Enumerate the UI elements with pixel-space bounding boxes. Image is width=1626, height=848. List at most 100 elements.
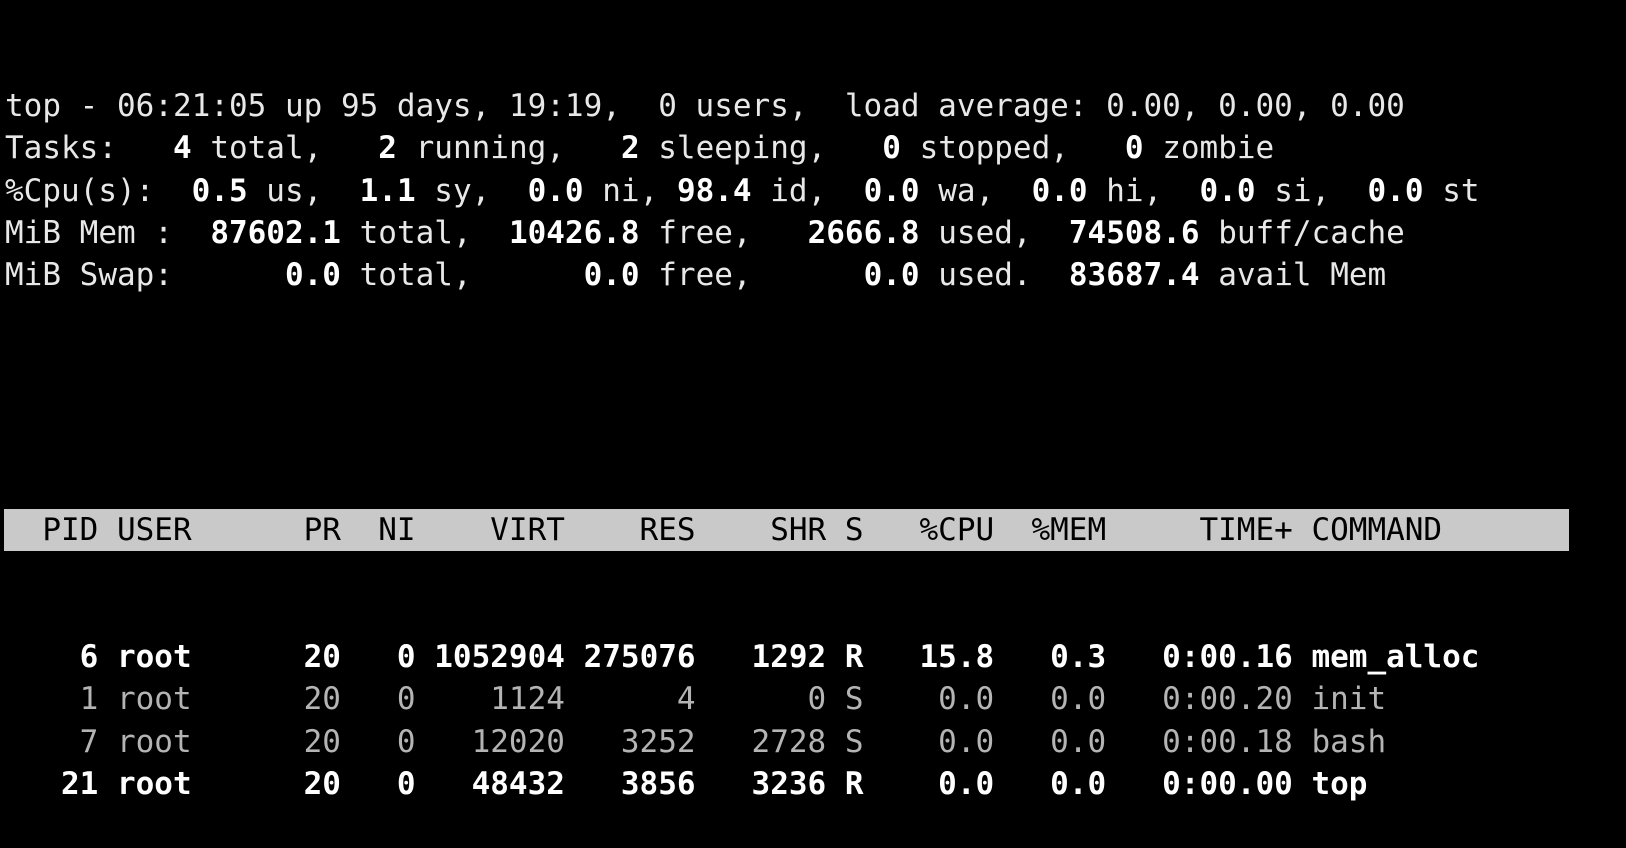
blank-line — [5, 382, 1569, 424]
cell-user: root — [116, 766, 192, 803]
column-header-shr: SHR — [770, 511, 827, 548]
summary-area: top - 06:21:05 up 95 days, 19:19, 0 user… — [5, 85, 1569, 297]
column-header-pid: PID — [42, 511, 99, 548]
summary-label: wa, — [919, 172, 1032, 209]
summary-label: zombie — [1143, 130, 1275, 167]
column-header-time: TIME+ — [1199, 511, 1293, 548]
cell-pid: 1 — [79, 681, 99, 718]
cell-res: 3252 — [620, 723, 696, 760]
cell-ni: 0 — [396, 681, 416, 718]
cell-state: R — [844, 766, 864, 803]
cell-cpu: 0.0 — [938, 723, 995, 760]
cell-user: root — [116, 681, 192, 718]
cell-pid: 6 — [79, 638, 99, 675]
summary-label: Tasks: — [5, 130, 173, 167]
process-row[interactable]: 1 root 20 0 1124 4 0 S 0.0 0.0 0:00.20 i… — [5, 678, 1569, 720]
summary-label: free, — [639, 257, 864, 294]
terminal[interactable]: top - 06:21:05 up 95 days, 19:19, 0 user… — [4, 0, 1569, 848]
summary-label: MiB Mem : — [5, 214, 211, 251]
cell-cpu: 0.0 — [938, 681, 995, 718]
column-header-bar: PID USER PR NI VIRT RES SHR S %CPU %MEM … — [4, 508, 1569, 552]
cell-shr: 3236 — [751, 766, 827, 803]
summary-label: buff/cache — [1199, 214, 1405, 251]
summary-label: st — [1423, 172, 1480, 209]
cell-pr: 20 — [303, 766, 341, 803]
cell-pr: 20 — [303, 681, 341, 718]
cell-command: mem_alloc — [1311, 638, 1480, 675]
summary-value: 0 — [1124, 130, 1144, 167]
summary-value: 0.0 — [1367, 172, 1424, 209]
cell-shr: 2728 — [751, 723, 827, 760]
summary-label: id, — [751, 172, 864, 209]
summary-line: MiB Swap: 0.0 total, 0.0 free, 0.0 used.… — [5, 254, 1569, 296]
cell-shr: 0 — [807, 681, 827, 718]
column-header-user: USER — [116, 511, 192, 548]
process-row[interactable]: 7 root 20 0 12020 3252 2728 S 0.0 0.0 0:… — [5, 721, 1569, 763]
cell-pid: 7 — [79, 723, 99, 760]
summary-value: 2666.8 — [807, 214, 920, 251]
summary-label: used, — [919, 214, 1069, 251]
summary-value: 2 — [620, 130, 640, 167]
cell-pr: 20 — [303, 638, 341, 675]
summary-label: stopped, — [900, 130, 1125, 167]
summary-line: %Cpu(s): 0.5 us, 1.1 sy, 0.0 ni, 98.4 id… — [5, 170, 1569, 212]
summary-label: ni, — [583, 172, 677, 209]
cell-ni: 0 — [396, 766, 416, 803]
cell-cpu: 15.8 — [919, 638, 995, 675]
cell-state: S — [844, 681, 864, 718]
cell-state: S — [844, 723, 864, 760]
summary-value: 74508.6 — [1068, 214, 1200, 251]
column-header-state: S — [844, 511, 864, 548]
cell-pr: 20 — [303, 723, 341, 760]
summary-value: 0.5 — [191, 172, 248, 209]
cell-virt: 12020 — [471, 723, 565, 760]
summary-label: si, — [1255, 172, 1368, 209]
summary-label: running, — [396, 130, 621, 167]
summary-label: total, — [191, 130, 379, 167]
summary-label: hi, — [1087, 172, 1200, 209]
cell-time: 0:00.00 — [1162, 766, 1293, 803]
summary-value: 2 — [378, 130, 397, 167]
summary-value: 83687.4 — [1068, 257, 1200, 294]
summary-value: 0.0 — [863, 257, 920, 294]
summary-line: top - 06:21:05 up 95 days, 19:19, 0 user… — [5, 85, 1569, 127]
summary-value: 0.0 — [284, 257, 341, 294]
summary-line: MiB Mem : 87602.1 total, 10426.8 free, 2… — [5, 212, 1569, 254]
cell-shr: 1292 — [751, 638, 827, 675]
cell-ni: 0 — [396, 723, 416, 760]
cell-mem: 0.3 — [1050, 638, 1107, 675]
summary-label: total, — [340, 214, 509, 251]
cell-virt: 1124 — [490, 681, 565, 718]
cell-res: 4 — [676, 681, 696, 718]
cell-ni: 0 — [396, 638, 416, 675]
cell-time: 0:00.20 — [1162, 681, 1293, 718]
cell-pid: 21 — [60, 766, 99, 803]
cell-command: top — [1311, 766, 1368, 803]
cell-command: bash — [1311, 723, 1387, 760]
column-header-pr: PR — [303, 511, 341, 548]
cell-cpu: 0.0 — [938, 766, 995, 803]
summary-value: 10426.8 — [508, 214, 640, 251]
process-row[interactable]: 21 root 20 0 48432 3856 3236 R 0.0 0.0 0… — [5, 763, 1569, 805]
summary-value: 1.1 — [359, 172, 416, 209]
cell-state: R — [844, 638, 864, 675]
summary-label: us, — [247, 172, 360, 209]
cell-command: init — [1311, 681, 1387, 718]
summary-label: MiB Swap: — [5, 257, 285, 294]
summary-value: 0.0 — [583, 257, 640, 294]
cell-mem: 0.0 — [1050, 681, 1107, 718]
cell-time: 0:00.16 — [1162, 638, 1293, 675]
cell-virt: 1052904 — [434, 638, 565, 675]
cell-time: 0:00.18 — [1162, 723, 1293, 760]
summary-label: total, — [340, 257, 584, 294]
summary-value: 4 — [172, 130, 192, 167]
column-header-ni: NI — [378, 511, 416, 548]
process-table: 6 root 20 0 1052904 275076 1292 R 15.8 0… — [5, 636, 1569, 806]
column-header-mem: %MEM — [1031, 511, 1107, 548]
summary-line: Tasks: 4 total, 2 running, 2 sleeping, 0… — [5, 127, 1569, 169]
summary-label: avail Mem — [1199, 257, 1387, 294]
process-row[interactable]: 6 root 20 0 1052904 275076 1292 R 15.8 0… — [5, 636, 1569, 678]
cell-user: root — [116, 638, 192, 675]
summary-value: 0.0 — [1031, 172, 1088, 209]
summary-value: 87602.1 — [210, 214, 341, 251]
